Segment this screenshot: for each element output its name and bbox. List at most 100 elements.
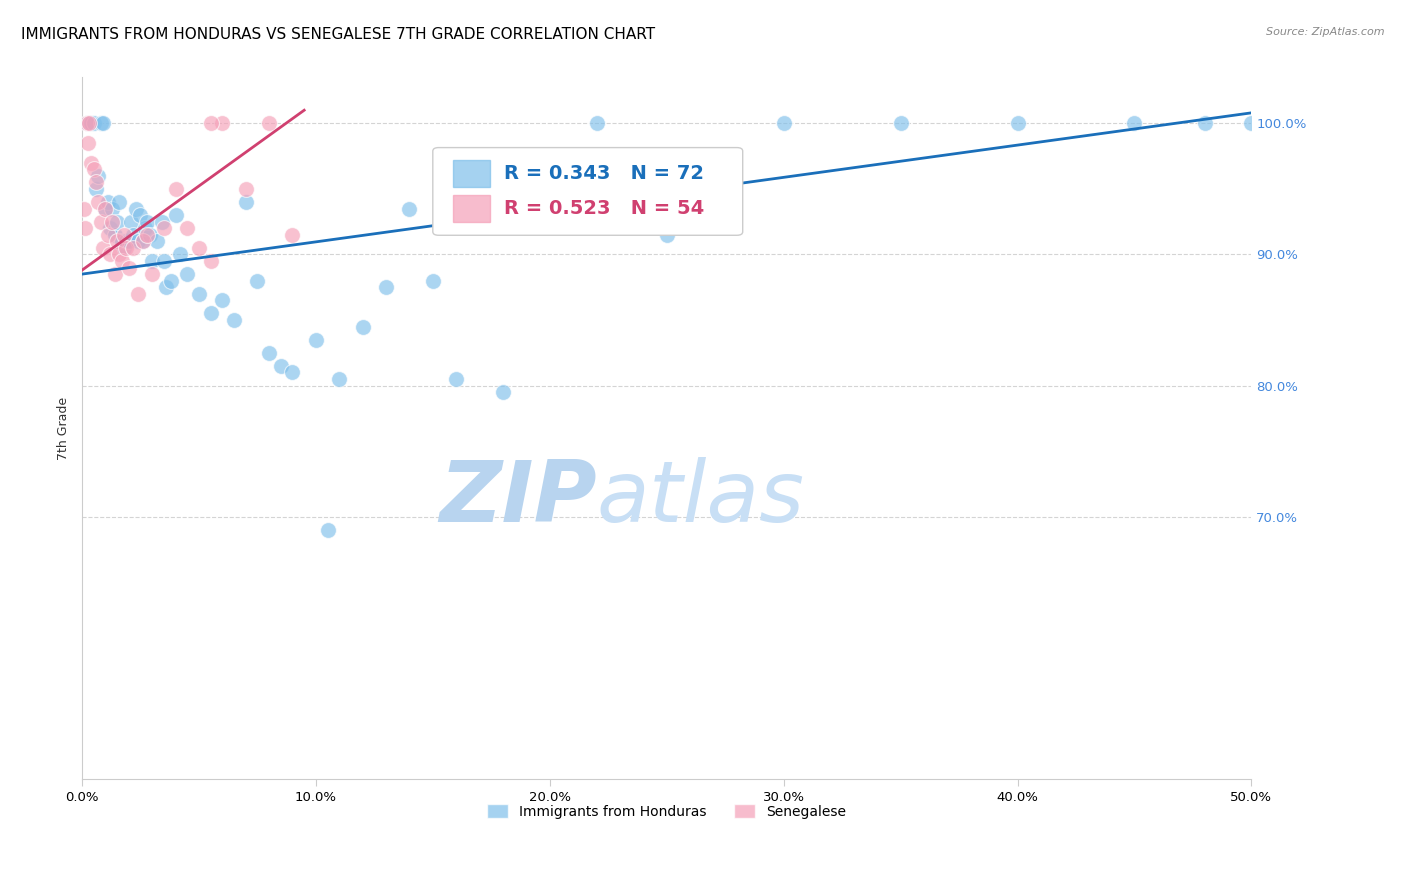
Point	[398, 202, 420, 216]
Point	[84, 182, 107, 196]
Point	[422, 274, 444, 288]
Point	[1240, 116, 1263, 130]
Legend: Immigrants from Honduras, Senegalese: Immigrants from Honduras, Senegalese	[482, 798, 852, 824]
Point	[101, 202, 124, 216]
Point	[127, 235, 149, 249]
Point	[120, 215, 142, 229]
Point	[772, 116, 794, 130]
Point	[94, 202, 117, 216]
Point	[108, 247, 131, 261]
Point	[87, 194, 110, 209]
Point	[87, 169, 110, 183]
Point	[890, 116, 912, 130]
Y-axis label: 7th Grade: 7th Grade	[58, 397, 70, 459]
Point	[257, 116, 280, 130]
Point	[1007, 116, 1029, 130]
Point	[127, 286, 149, 301]
Point	[129, 208, 152, 222]
Point	[200, 116, 222, 130]
FancyBboxPatch shape	[453, 161, 491, 186]
Point	[281, 366, 304, 380]
Point	[150, 215, 173, 229]
Point	[702, 182, 724, 196]
Text: ZIP: ZIP	[439, 457, 596, 540]
Point	[122, 227, 145, 242]
Point	[77, 116, 100, 130]
Text: Source: ZipAtlas.com: Source: ZipAtlas.com	[1267, 27, 1385, 37]
Point	[165, 182, 187, 196]
Point	[83, 162, 105, 177]
Text: atlas: atlas	[596, 457, 804, 540]
Point	[97, 194, 120, 209]
Point	[91, 241, 114, 255]
Point	[281, 227, 304, 242]
FancyBboxPatch shape	[453, 195, 491, 222]
Point	[118, 235, 141, 249]
Point	[97, 227, 120, 242]
Point	[492, 385, 515, 400]
Point	[160, 274, 183, 288]
Point	[94, 202, 117, 216]
Point	[352, 319, 374, 334]
Point	[235, 194, 257, 209]
Point	[200, 306, 222, 320]
Point	[235, 182, 257, 196]
Point	[375, 280, 398, 294]
Point	[200, 254, 222, 268]
Point	[111, 254, 134, 268]
Point	[187, 286, 209, 301]
Point	[105, 235, 128, 249]
Point	[187, 241, 209, 255]
Point	[134, 221, 156, 235]
Point	[118, 260, 141, 275]
Point	[136, 215, 159, 229]
Point	[98, 247, 121, 261]
Point	[111, 235, 134, 249]
Point	[80, 116, 103, 130]
Point	[270, 359, 292, 373]
Point	[90, 215, 112, 229]
Point	[153, 254, 176, 268]
Point	[444, 372, 467, 386]
Point	[105, 215, 128, 229]
Point	[104, 227, 127, 242]
Point	[176, 267, 198, 281]
Point	[76, 136, 98, 150]
Point	[176, 221, 198, 235]
Point	[132, 235, 155, 249]
Point	[169, 247, 191, 261]
Point	[222, 313, 245, 327]
Point	[132, 235, 155, 249]
Point	[305, 333, 328, 347]
Point	[328, 372, 350, 386]
Point	[655, 227, 678, 242]
Point	[125, 202, 148, 216]
Point	[155, 280, 177, 294]
FancyBboxPatch shape	[433, 147, 742, 235]
Text: IMMIGRANTS FROM HONDURAS VS SENEGALESE 7TH GRADE CORRELATION CHART: IMMIGRANTS FROM HONDURAS VS SENEGALESE 7…	[21, 27, 655, 42]
Point	[115, 235, 138, 249]
Point	[75, 221, 97, 235]
Point	[141, 254, 163, 268]
Point	[76, 116, 98, 130]
Point	[76, 116, 98, 130]
Point	[108, 194, 131, 209]
Point	[257, 345, 280, 359]
Point	[112, 227, 135, 242]
Point	[1123, 116, 1146, 130]
Point	[122, 241, 145, 255]
Point	[585, 116, 607, 130]
Point	[153, 221, 176, 235]
Point	[1194, 116, 1216, 130]
Text: R = 0.343   N = 72: R = 0.343 N = 72	[505, 164, 704, 183]
Point	[73, 202, 96, 216]
Point	[80, 155, 103, 169]
Point	[90, 116, 112, 130]
Point	[104, 267, 127, 281]
Point	[211, 116, 233, 130]
Point	[84, 175, 107, 189]
Point	[115, 241, 138, 255]
Point	[101, 215, 124, 229]
Point	[316, 523, 339, 537]
Point	[136, 227, 159, 242]
